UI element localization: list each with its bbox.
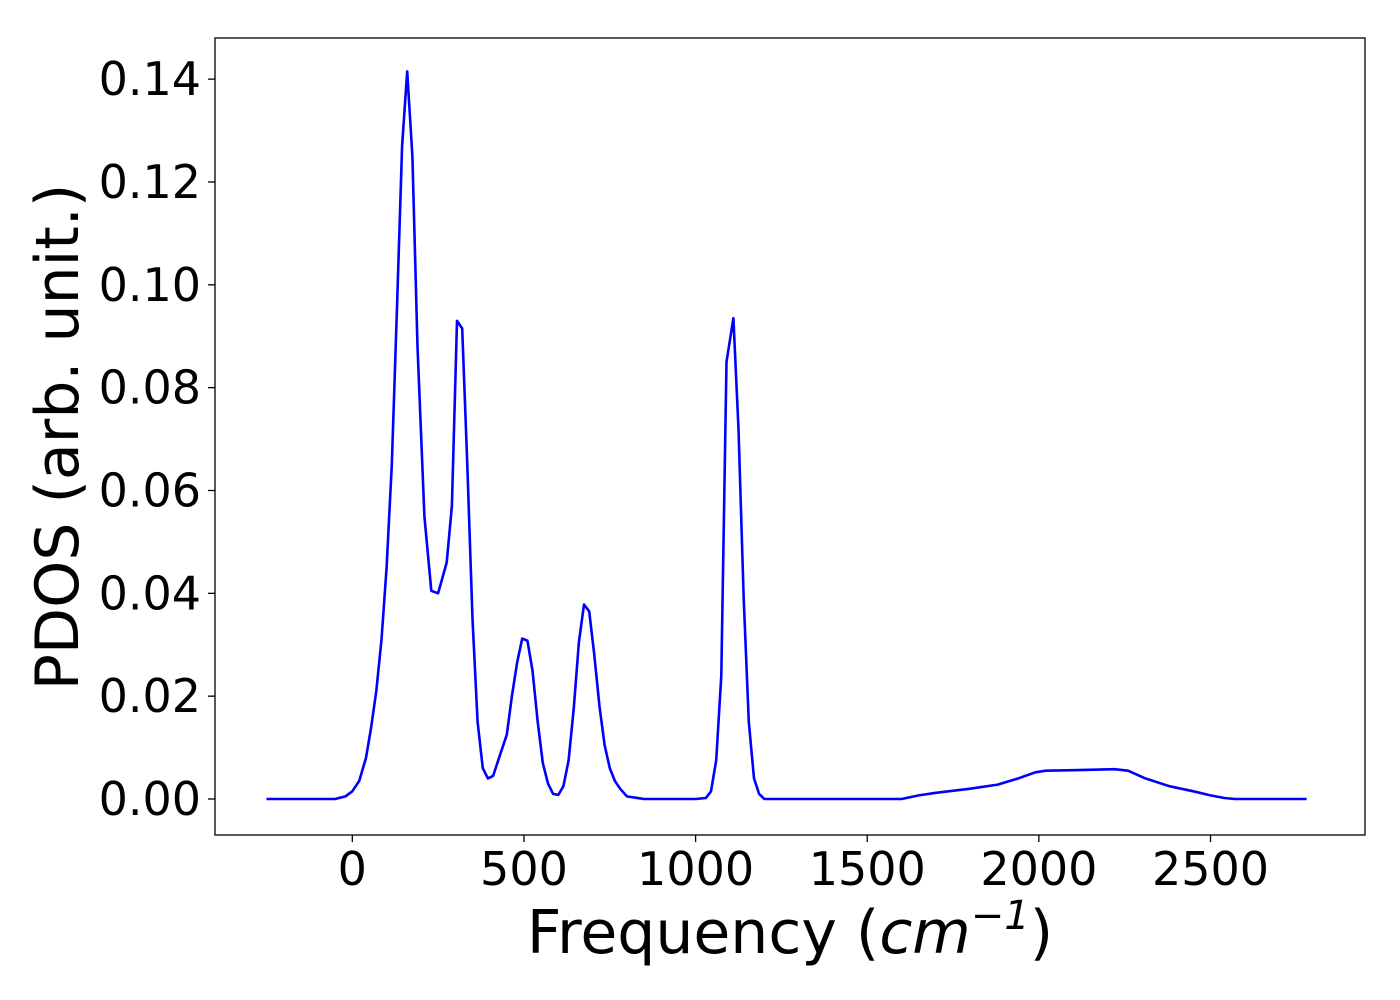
y-tick-label: 0.02: [99, 669, 201, 723]
x-tick-label: 2000: [980, 842, 1097, 896]
plot-frame: [214, 37, 1366, 836]
x-tick-label: 2500: [1152, 842, 1269, 896]
x-tick-label: 500: [480, 842, 568, 896]
y-axis-label: PDOS (arb. unit.): [23, 184, 93, 691]
pdos-series-line: [266, 70, 1307, 801]
y-axis-ticks: 0.00 0.02 0.04 0.06 0.08 0.10 0.12 0.14: [99, 52, 215, 826]
y-tick-label: 0.08: [99, 361, 201, 415]
x-tick-label: 0: [338, 842, 367, 896]
series-layer: [266, 70, 1307, 801]
y-tick-label: 0.00: [99, 772, 201, 826]
y-tick-label: 0.06: [99, 463, 201, 517]
x-tick-label: 1000: [637, 842, 754, 896]
y-tick-label: 0.04: [99, 566, 201, 620]
y-tick-label: 0.14: [99, 52, 201, 106]
x-tick-label: 1500: [809, 842, 926, 896]
y-tick-label: 0.12: [99, 155, 201, 209]
y-tick-label: 0.10: [99, 258, 201, 312]
x-axis-ticks: 0 500 1000 1500 2000 2500: [338, 835, 1269, 896]
x-axis-label: Frequency (cm−1): [527, 893, 1053, 968]
